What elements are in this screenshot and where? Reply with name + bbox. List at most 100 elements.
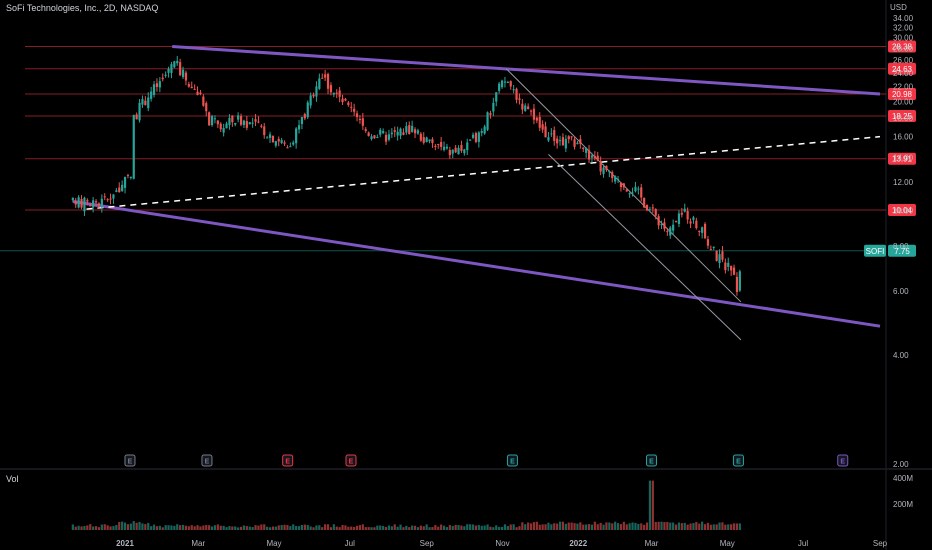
candle-body [193,88,196,90]
volume-bar [715,524,718,530]
volume-bar [292,524,295,530]
price-tick-label: 26.00 [893,56,914,65]
candle-body [321,77,324,79]
time-tick-label: Sep [873,539,888,548]
volume-bar [483,525,486,530]
volume-bar [94,526,98,530]
candle-body [648,209,652,211]
volume-bar [596,524,599,530]
price-tick-label: 32.00 [893,24,914,33]
trendlines [72,44,881,341]
candle-body [509,81,512,87]
volume-bar [144,524,147,530]
candle-body [260,125,263,127]
earnings-marker [201,454,213,467]
candle-body [318,78,321,89]
candle-body [489,113,492,115]
candles [71,55,741,296]
volume-bar [579,522,582,530]
volume-bar [657,521,660,530]
volume-bar [431,527,434,530]
volume-bar [561,521,565,530]
level-badge-text: 10.04 [892,206,913,215]
volume-bar [361,524,364,530]
volume-bar [161,527,164,530]
candle-body [141,99,144,105]
volume-bar [413,525,417,530]
candle-body [541,124,544,130]
candle-body [306,102,309,118]
candle-body [698,230,701,232]
candle-body [634,186,637,192]
volume-bar [602,524,605,530]
candle-body [208,112,211,126]
earnings-marker [506,454,518,467]
candle-body [582,147,585,149]
candle-body [94,201,98,203]
volume-bar [80,526,83,530]
volume-bar [289,526,292,530]
dashed-support-line [86,135,881,210]
volume-bar [326,524,330,530]
level-badge [888,88,916,101]
candle-body [518,98,521,100]
candle-body [370,136,373,140]
volume-bar [556,523,559,530]
volume-bar [445,527,449,530]
volume-bar [457,525,460,530]
volume-bar [379,525,382,530]
candle-body [590,155,594,158]
candle-body [213,118,217,120]
candle-body [718,254,721,264]
volume-bar [727,524,730,530]
candle-body [300,117,304,125]
volume-bar [471,524,475,530]
candle-body [730,265,733,271]
candle-body [660,224,663,226]
price-tick-label: 34.00 [893,14,914,23]
candle-body [376,136,379,138]
volume-bar [138,521,141,530]
price-tick-label: 6.00 [893,287,909,296]
volume-bar [300,524,304,530]
candle-body [89,204,92,207]
candle-body [703,223,707,239]
candle-body [437,144,440,146]
volume-bar [245,526,248,530]
volume-bar [506,526,509,530]
candle-body [199,92,202,95]
price-tick-label: 30.00 [893,34,914,43]
candle-body [431,139,434,144]
candle-body [109,198,112,200]
volume-bar [210,526,214,530]
candle-body [402,132,405,135]
volume-bar [518,526,521,530]
volume-bar [480,525,483,530]
price-axis: 2.00 4.00 6.00 8.00 10.00 12.00 14.00 16.00 18.0… [893,14,914,469]
time-tick-label: Nov [495,539,509,548]
volume-bar [474,525,478,530]
candle-body [466,142,469,151]
candle-body [480,131,483,133]
volume-bar [150,526,153,530]
candle-body [399,128,402,136]
candle-body [477,132,480,142]
level-badge-text: 18.25 [892,112,913,121]
candle-body [329,85,333,93]
volume-bar [512,524,515,530]
candle-body [245,121,248,128]
candle-body [115,190,118,192]
volume-bar [353,526,356,530]
volume-bar [251,527,254,530]
volume-bar [268,527,272,530]
volume-bar [97,527,101,530]
volume-bar [228,526,231,530]
candle-body [561,137,565,146]
volume-bar [689,523,692,530]
volume-bar [179,525,182,530]
wedge-lower-line [548,153,742,341]
volume-bar [399,524,402,530]
price-tick-label: 22.00 [893,83,914,92]
candle-body [332,92,335,95]
